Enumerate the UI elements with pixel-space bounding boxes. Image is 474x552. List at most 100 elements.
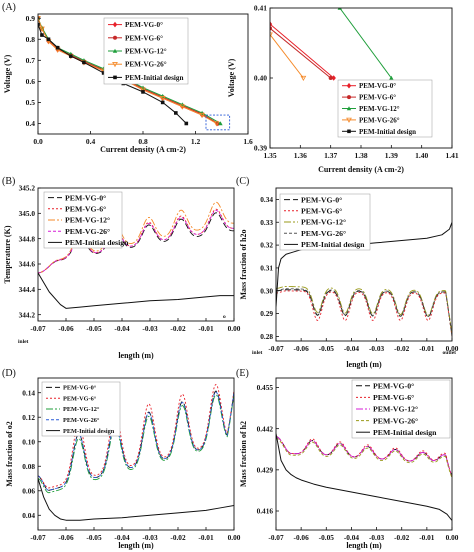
legend-entry-a-pem-vg-6deg: PEM-VG-6° — [125, 34, 163, 42]
x-axis-label-b: length (m) — [118, 351, 154, 360]
x-axis-label-a-inset: Current density (A cm-2) — [318, 165, 404, 174]
legend-entry-e-pem-vg-6deg: PEM-VG-6° — [373, 393, 414, 402]
legend-entry-d-pem-vg-6deg: PEM-VG-6° — [63, 395, 97, 402]
data-point-a-pem-vg-26deg — [140, 87, 146, 93]
zoom-region-box — [205, 114, 231, 131]
data-point-a-pem-initial-design — [46, 37, 51, 42]
series-line-d-pem-initial-design — [38, 478, 234, 521]
series-line-e-pem-initial-design — [276, 433, 452, 521]
x-tick-label-c: -0.03 — [369, 344, 385, 353]
series-line-c-pem-vg-6deg — [276, 290, 452, 337]
legend-entry-e-pem-vg-12deg: PEM-VG-12° — [373, 405, 418, 414]
y-tick-label-d: 0.06 — [22, 486, 35, 495]
y-tick-label-a: 0.9 — [26, 14, 36, 23]
x-tick-label-b: -0.02 — [170, 324, 186, 333]
data-point-a-inset-pem-vg-6deg — [328, 76, 333, 80]
legend-entry-c-pem-vg-0deg: PEM-VG-0° — [301, 195, 342, 204]
data-point-a-pem-vg-26deg — [213, 121, 220, 127]
series-line-a-inset-pem-vg-6deg — [270, 27, 331, 79]
x-tick-label-e: 0.00 — [446, 533, 459, 542]
x-axis-label-d: length (m) — [118, 541, 154, 550]
legend-entry-e-pem-initial-design: PEM-Initial design — [373, 428, 437, 437]
panel-label-c: (C) — [236, 176, 249, 187]
x-tick-label-d: 0.00 — [228, 533, 241, 542]
data-point-a-inset-pem-vg-0deg — [270, 21, 273, 27]
series-line-e-pem-vg-26deg — [276, 437, 452, 478]
x-tick-label-d: -0.02 — [170, 533, 186, 542]
data-point-a-pem-initial-design — [82, 60, 86, 65]
y-tick-label-c: 0.31 — [260, 264, 273, 273]
series-line-b-pem-vg-0deg — [38, 212, 234, 274]
legend-entry-e-pem-vg-26deg: PEM-VG-26° — [373, 416, 418, 425]
x-tick-label-b: 0.00 — [228, 324, 241, 333]
x-tick-label-e: -0.07 — [268, 533, 284, 542]
legend-entry-b-pem-vg-0deg: PEM-VG-0° — [65, 193, 106, 202]
data-point-a-pem-initial-design — [160, 100, 165, 105]
y-tick-label-b: 345.2 — [19, 184, 36, 193]
panel-label-d: (D) — [2, 368, 16, 379]
legend-marker-a-inset-pem-vg-0deg — [346, 82, 352, 89]
y-tick-label-a: 0.6 — [26, 77, 36, 86]
series-line-d-pem-vg-12deg — [38, 393, 234, 494]
legend-entry-a-pem-vg-12deg: PEM-VG-12° — [125, 48, 167, 56]
legend-b: PEM-VG-0° PEM-VG-6° PEM-VG-12° PEM-VG-26° PE… — [43, 191, 129, 249]
x-tick-label-c: -0.02 — [394, 344, 410, 353]
y-tick-label-c: 0.34 — [260, 195, 273, 204]
series-line-c-pem-vg-26deg — [276, 288, 452, 337]
data-point-a-pem-vg-26deg — [179, 104, 186, 110]
x-tick-label-a: 0.0 — [33, 137, 43, 146]
x-tick-label-a: 0.4 — [86, 137, 96, 146]
legend-entry-b-pem-initial-design: PEM-Initial design — [65, 238, 129, 247]
data-point-a-pem-initial-design — [40, 33, 44, 37]
panel-a-voltage-chart: (A) 0.0 0.4 0.8 1.2 1.6 0.4 0.5 0.6 0.7 0.8 0.9 Curr… — [2, 2, 253, 154]
x-tick-label-a-inset: 1.39 — [385, 151, 398, 160]
series-line-a-inset-pem-vg-26deg — [270, 34, 304, 79]
x-tick-label-d: -0.03 — [142, 533, 158, 542]
series-line-d-pem-vg-6deg — [38, 383, 234, 489]
y-tick-label-c: 0.30 — [260, 286, 273, 295]
y-tick-label-a-inset: 0.40 — [254, 74, 267, 83]
legend-marker-a-inset-pem-initial-design — [347, 129, 351, 134]
legend-entry-a-pem-initial-design: PEM-Initial design — [125, 74, 184, 82]
y-tick-label-d: 0.12 — [22, 413, 35, 422]
y-tick-label-c: 0.28 — [260, 332, 273, 341]
y-tick-label-c: 0.33 — [260, 218, 273, 227]
x-tick-label-a-inset: 1.37 — [324, 151, 337, 160]
y-tick-label-a-inset: 0.39 — [254, 144, 267, 153]
x-tick-label-c: -0.07 — [268, 344, 284, 353]
legend-entry-a-inset-pem-vg-12deg: PEM-VG-12° — [359, 105, 400, 113]
panel-b-temperature-chart: (B) -0.07 -0.06 -0.05 -0.04 -0.03 -0.02 -0.01 0.… — [2, 176, 241, 360]
legend-marker-a-pem-vg-6deg — [113, 35, 117, 40]
plot-frame-d — [37, 377, 235, 531]
legend-marker-a-inset-pem-vg-12deg — [346, 106, 352, 111]
y-tick-label-b: 344.8 — [19, 234, 36, 243]
x-tick-label-b: -0.06 — [58, 324, 74, 333]
outlet-annotation-c: outlet — [443, 350, 457, 356]
inlet-annotation-c: inlet — [252, 350, 263, 356]
legend-entry-d-pem-vg-26deg: PEM-VG-26° — [63, 417, 100, 424]
panel-label-a: (A) — [2, 2, 16, 13]
series-line-d-pem-vg-26deg — [38, 391, 234, 491]
legend-entry-b-pem-vg-6deg: PEM-VG-6° — [65, 205, 106, 214]
series-line-b-pem-vg-12deg — [38, 201, 234, 274]
y-tick-label-e: 0.416 — [257, 507, 274, 516]
legend-entry-b-pem-vg-12deg: PEM-VG-12° — [65, 216, 110, 225]
legend-entry-a-inset-pem-initial-design: PEM-Initial design — [359, 128, 416, 136]
data-point-a-inset-pem-vg-26deg — [270, 32, 273, 38]
x-tick-label-e: -0.02 — [394, 533, 410, 542]
legend-marker-a-inset-pem-vg-26deg — [346, 117, 352, 123]
data-point-a-pem-initial-design — [69, 54, 73, 58]
legend-d: PEM-VG-0° PEM-VG-6° PEM-VG-12° PEM-VG-26° PE… — [41, 381, 121, 437]
y-tick-label-d: 0.10 — [22, 437, 35, 446]
x-tick-label-a-inset: 1.36 — [294, 151, 307, 160]
x-tick-label-c: 0.00 — [446, 344, 459, 353]
legend-box-e — [351, 379, 451, 439]
legend-entry-b-pem-vg-26deg: PEM-VG-26° — [65, 227, 110, 236]
series-line-e-pem-vg-0deg — [276, 436, 452, 477]
y-tick-label-e: 0.442 — [257, 424, 274, 433]
x-tick-label-d: -0.07 — [30, 533, 46, 542]
x-tick-label-c: -0.01 — [419, 344, 435, 353]
x-tick-label-a: 0.8 — [138, 137, 148, 146]
y-tick-label-b: 345.0 — [19, 209, 36, 218]
x-tick-label-e: -0.01 — [419, 533, 435, 542]
